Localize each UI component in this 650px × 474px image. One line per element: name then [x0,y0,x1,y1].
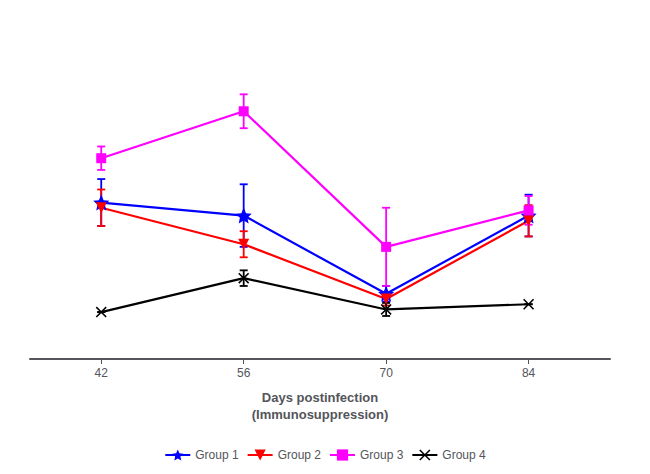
svg-text:Group 2: Group 2 [278,448,322,462]
svg-text:70: 70 [379,366,393,380]
svg-text:Group 3: Group 3 [360,448,404,462]
svg-text:56: 56 [237,366,251,380]
svg-text:Group 4: Group 4 [442,448,486,462]
svg-text:(Immunosuppression): (Immunosuppression) [252,407,389,422]
svg-text:84: 84 [522,366,536,380]
svg-text:Days postinfection: Days postinfection [262,390,378,405]
svg-text:42: 42 [95,366,109,380]
svg-text:Group 1: Group 1 [195,448,239,462]
